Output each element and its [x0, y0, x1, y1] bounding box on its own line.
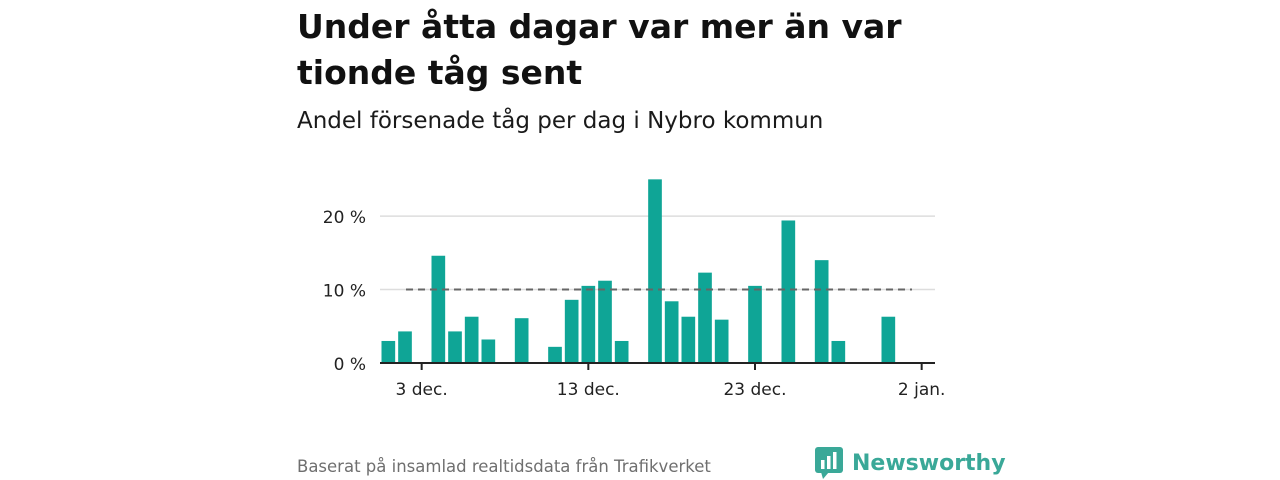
x-tick-label: 3 dec.: [396, 380, 448, 400]
y-tick-label: 10 %: [323, 282, 366, 302]
bar: [381, 340, 396, 363]
bar: [748, 285, 762, 363]
x-tick-label: 13 dec.: [557, 380, 620, 400]
bar: [464, 316, 479, 363]
bar: [548, 346, 562, 363]
y-tick-label: 20 %: [323, 208, 366, 228]
x-tick-label: 23 dec.: [723, 380, 786, 400]
bar: [781, 220, 796, 363]
bar: [648, 179, 662, 363]
x-tick-label: 2 jan.: [898, 380, 946, 400]
chart-title: Under åtta dagar var mer än var tionde t…: [297, 7, 902, 92]
newsworthy-logo[interactable]: Newsworthy: [815, 446, 1006, 480]
newsworthy-logo-text: Newsworthy: [852, 450, 1006, 476]
bar: [481, 339, 496, 363]
bar: [831, 340, 846, 363]
bar: [448, 331, 462, 363]
bar: [881, 316, 896, 363]
bar: [614, 340, 629, 363]
bar: [664, 301, 679, 363]
bar: [681, 316, 696, 363]
bar: [581, 285, 596, 363]
bar: [714, 319, 729, 363]
source-note: Baserat på insamlad realtidsdata från Tr…: [297, 457, 711, 476]
y-tick-label: 0 %: [334, 355, 366, 375]
bar: [598, 280, 612, 363]
newsworthy-logo-icon: [815, 447, 843, 479]
bar: [431, 255, 446, 363]
bar: [564, 299, 579, 363]
chart-subtitle: Andel försenade tåg per dag i Nybro komm…: [297, 108, 824, 134]
bar-layer: [381, 179, 896, 363]
bar: [398, 331, 412, 363]
bar: [698, 272, 712, 363]
bar: [514, 318, 529, 363]
axis-layer: 0 % 10 % 20 % 3 dec. 13 dec. 23 dec. 2 jan.: [323, 208, 946, 400]
bar: [814, 260, 829, 363]
